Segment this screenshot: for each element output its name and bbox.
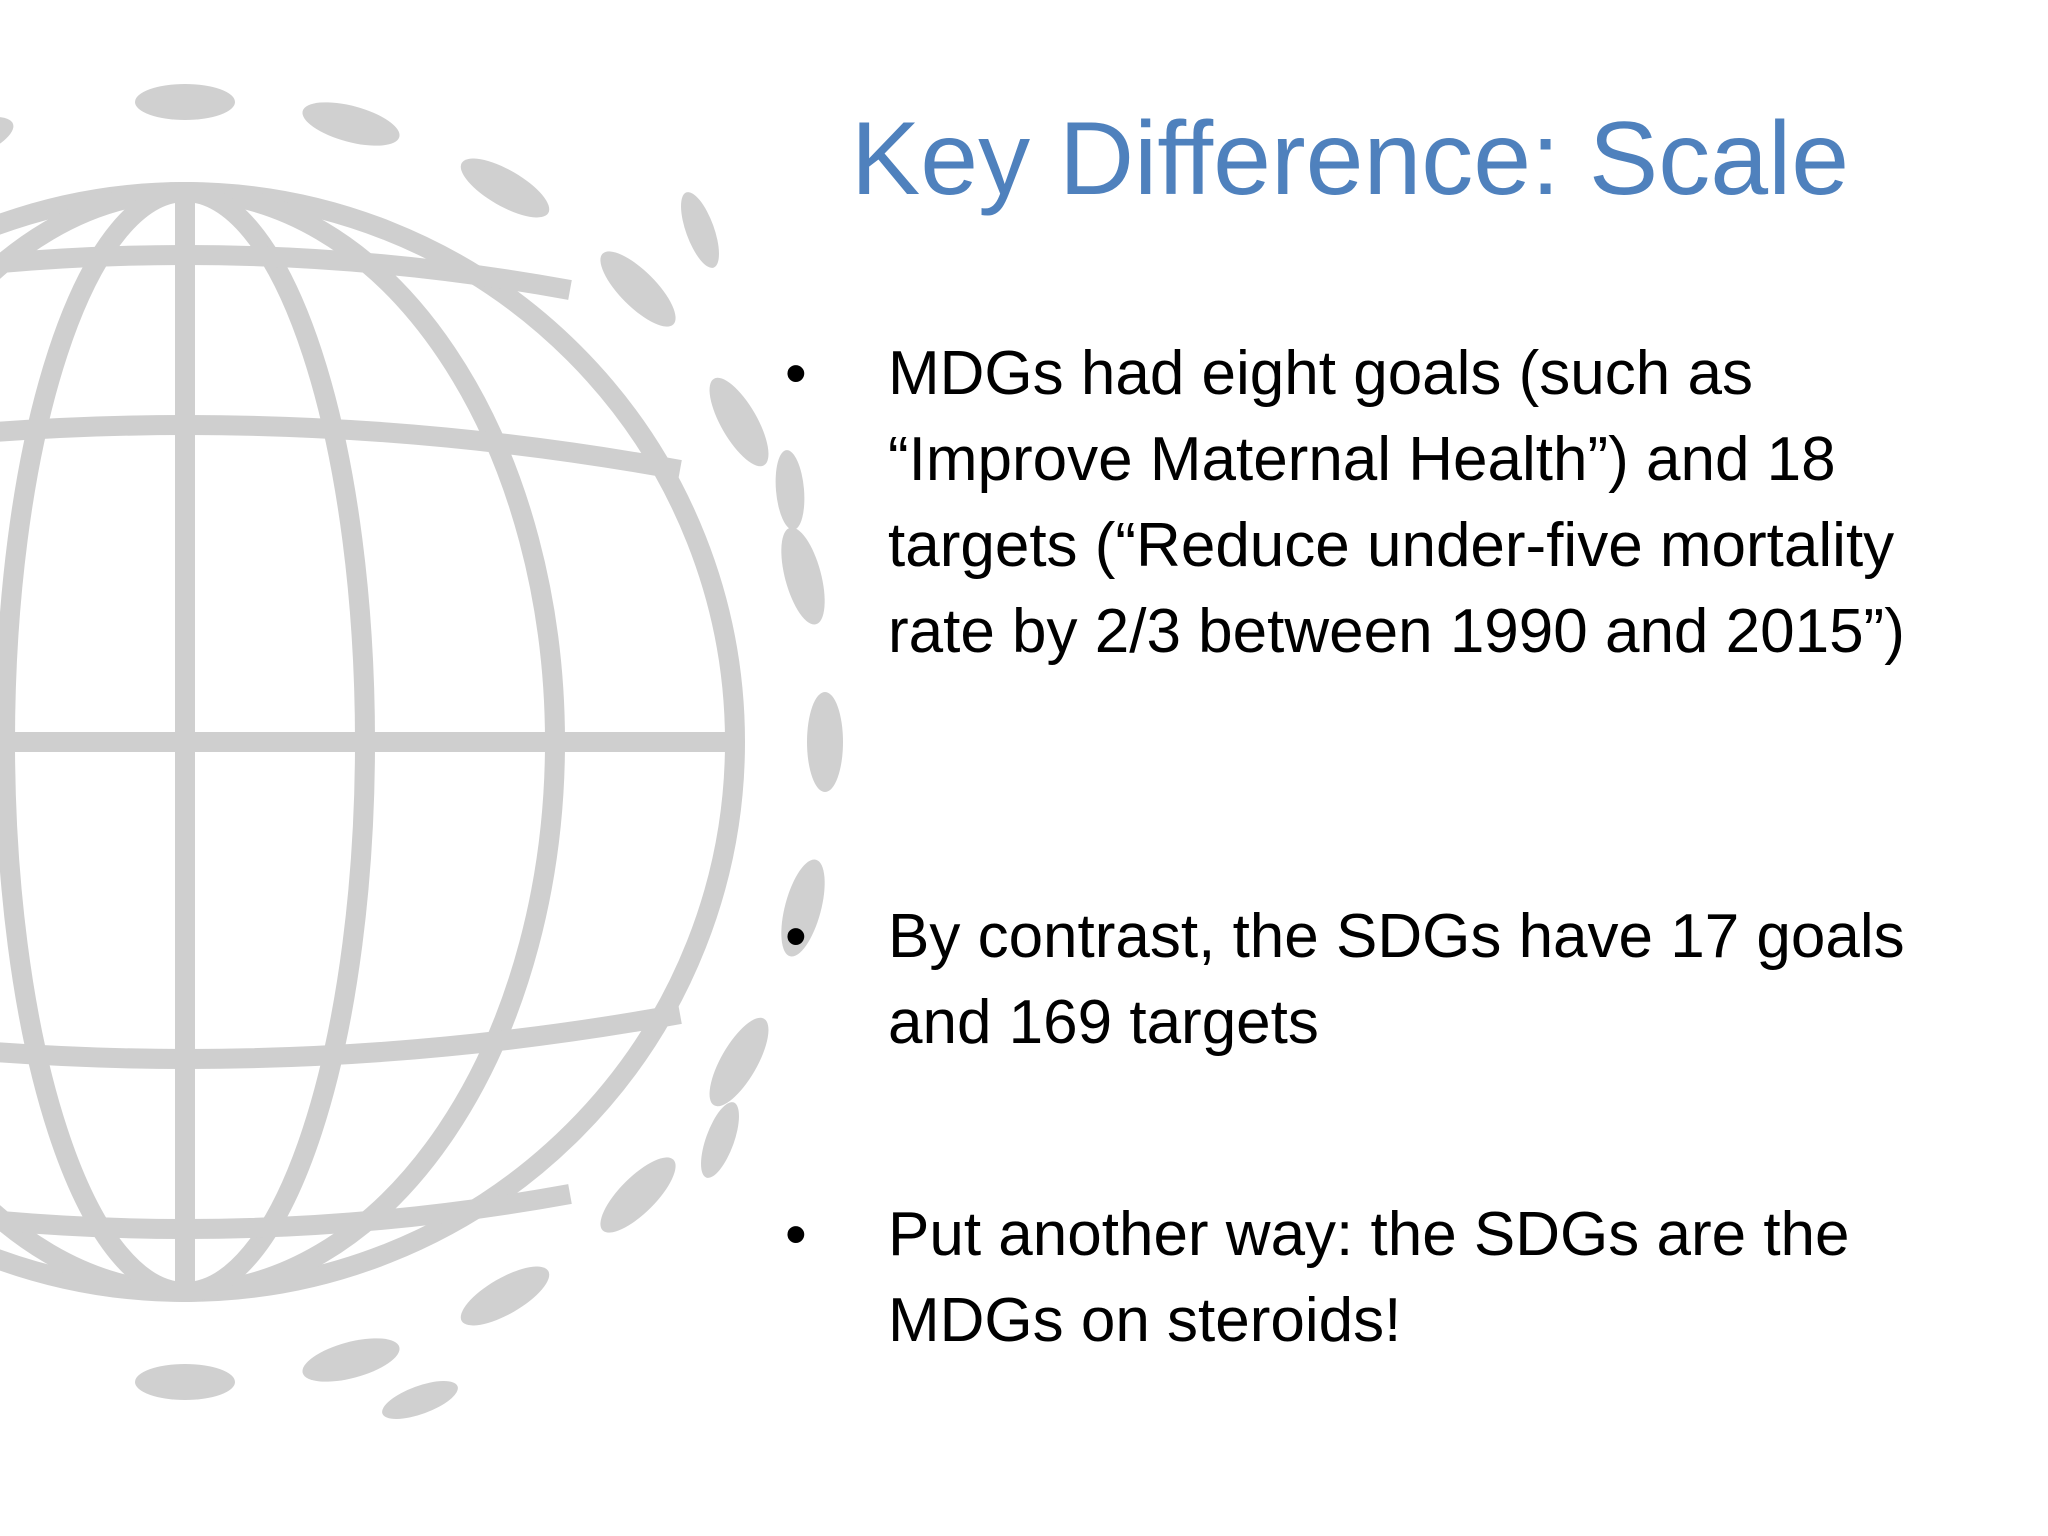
- globe-emblem: [0, 84, 843, 1419]
- bullet-text: Put another way: the SDGs are the MDGs o…: [888, 1200, 1850, 1355]
- bullet-text: By contrast, the SDGs have 17 goals and …: [888, 902, 1905, 1057]
- slide-title: Key Difference: Scale: [850, 101, 1850, 217]
- bullet-text: MDGs had eight goals (such as “Improve M…: [888, 339, 1905, 666]
